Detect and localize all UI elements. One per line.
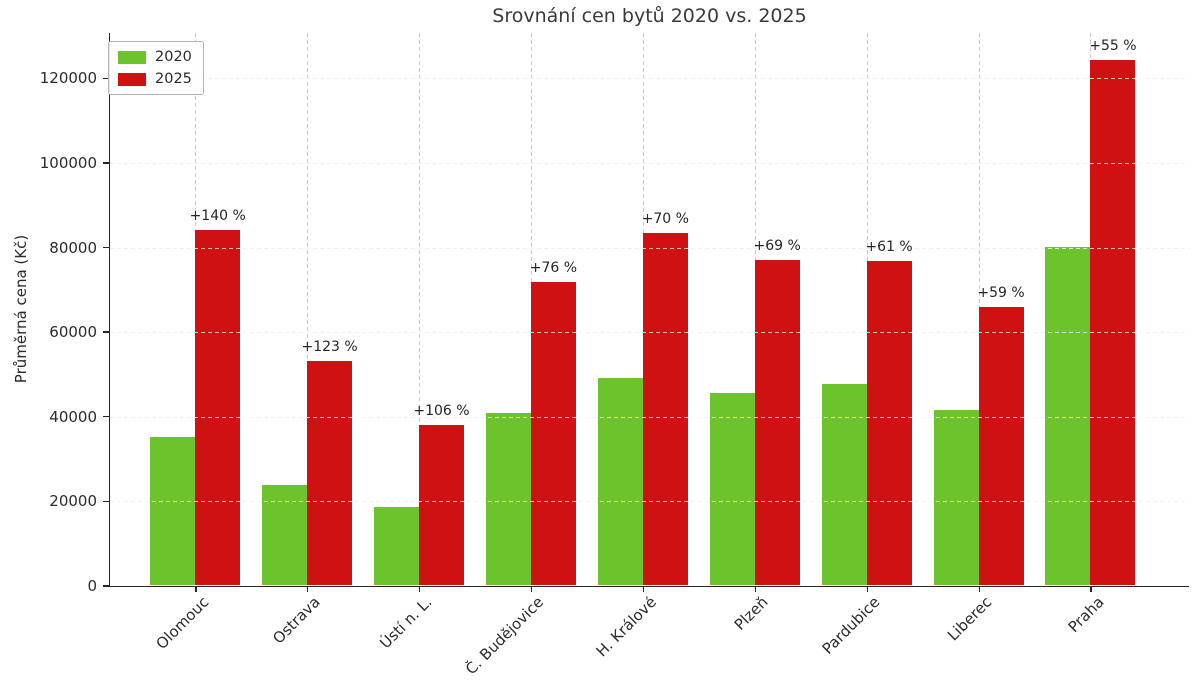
pct-annotation-7: +61 % xyxy=(865,239,913,256)
y-gridline-overlay xyxy=(110,416,1189,418)
pct-annotation-6: +69 % xyxy=(753,238,801,255)
y-tick-label: 20000 xyxy=(49,492,97,511)
bar-2020-Praha xyxy=(1045,246,1091,585)
x-tick-label-7: Pardubice xyxy=(818,593,884,658)
y-tick-label: 60000 xyxy=(49,323,97,342)
bar-2020-Olomouc xyxy=(150,436,196,585)
bar-2025-Plzeň xyxy=(754,260,800,585)
x-tick-mark xyxy=(754,587,757,592)
x-tick-mark xyxy=(419,587,421,592)
x-tick-mark xyxy=(978,587,980,592)
legend-swatch-2020 xyxy=(118,50,146,64)
x-tick-label-1: Olomouc xyxy=(152,593,212,653)
legend-label-2020: 2020 xyxy=(155,49,192,65)
bar-2020-H. Králové xyxy=(597,377,643,585)
x-tick-mark xyxy=(195,587,197,592)
x-gridline xyxy=(419,33,420,586)
y-tick-mark xyxy=(103,246,110,249)
x-tick-label-4: Č. Budějovice xyxy=(462,593,548,679)
y-tick-mark xyxy=(103,500,110,503)
bar-2020-Plzeň xyxy=(709,392,755,585)
y-gridline-overlay xyxy=(110,332,1189,334)
bar-2020-Pardubice xyxy=(821,384,867,585)
y-tick-mark xyxy=(103,162,110,164)
y-tick-mark xyxy=(103,585,110,587)
x-tick-mark xyxy=(307,587,309,592)
y-tick-mark xyxy=(103,331,110,333)
y-tick-mark xyxy=(103,416,110,418)
x-tick-label-5: H. Králové xyxy=(592,593,660,661)
x-tick-label-2: Ostrava xyxy=(269,593,324,648)
y-axis-spine xyxy=(109,33,111,586)
x-tick-mark xyxy=(642,587,645,592)
y-axis-label: Průměrná cena (Kč) xyxy=(12,234,30,384)
bar-2020-Ústí n. L. xyxy=(374,507,419,585)
legend: 2020 2025 xyxy=(108,41,204,95)
legend-item-2025: 2025 xyxy=(118,71,192,87)
legend-label-2025: 2025 xyxy=(155,71,192,87)
bar-2025-Pardubice xyxy=(866,261,912,585)
pct-annotation-2: +123 % xyxy=(301,339,358,356)
bar-2025-H. Králové xyxy=(642,232,688,585)
y-gridline-overlay xyxy=(110,162,1189,164)
y-gridline-overlay xyxy=(110,501,1189,503)
bar-2025-Olomouc xyxy=(195,229,241,585)
y-tick-label: 100000 xyxy=(39,153,97,172)
x-gridline xyxy=(307,33,309,586)
pct-annotation-1: +140 % xyxy=(189,207,246,224)
x-tick-label-3: Ústí n. L. xyxy=(376,593,436,653)
pct-annotation-4: +76 % xyxy=(529,260,578,277)
bar-2025-Ústí n. L. xyxy=(419,424,464,585)
y-gridline-overlay xyxy=(110,78,1189,80)
x-tick-label-8: Liberec xyxy=(943,593,996,645)
y-tick-label: 40000 xyxy=(49,407,97,426)
bar-2025-Liberec xyxy=(978,306,1024,585)
bar-2020-Liberec xyxy=(933,409,979,585)
legend-item-2020: 2020 xyxy=(118,49,192,65)
x-tick-mark xyxy=(1090,587,1092,592)
bar-2025-Č. Budějovice xyxy=(530,282,576,585)
plot-area: +140 % +123 % +106 % +76 % +70 % +69 % +61 % +5… xyxy=(109,33,1189,588)
x-tick-label-9: Praha xyxy=(1064,593,1108,637)
y-tick-label: 80000 xyxy=(49,238,97,257)
y-tick-mark xyxy=(103,77,110,79)
pct-annotation-8: +59 % xyxy=(977,284,1025,301)
x-tick-mark xyxy=(866,587,868,592)
y-gridline-overlay xyxy=(110,247,1189,249)
legend-swatch-2025 xyxy=(118,72,146,86)
x-axis-spine xyxy=(109,586,1189,588)
bar-2020-Ostrava xyxy=(262,484,308,585)
bar-2020-Č. Budějovice xyxy=(485,412,531,585)
pct-annotation-5: +70 % xyxy=(641,210,689,227)
pct-annotation-9: +55 % xyxy=(1089,38,1137,55)
pct-annotation-3: +106 % xyxy=(413,402,470,419)
y-tick-label: 0 xyxy=(87,577,97,595)
bar-2025-Praha xyxy=(1090,60,1136,585)
x-tick-mark xyxy=(530,587,533,592)
chart-title: Srovnání cen bytů 2020 vs. 2025 xyxy=(492,5,807,27)
x-tick-label-6: Plzeň xyxy=(730,593,772,634)
bar-2025-Ostrava xyxy=(307,361,353,585)
y-tick-label: 120000 xyxy=(39,69,97,88)
